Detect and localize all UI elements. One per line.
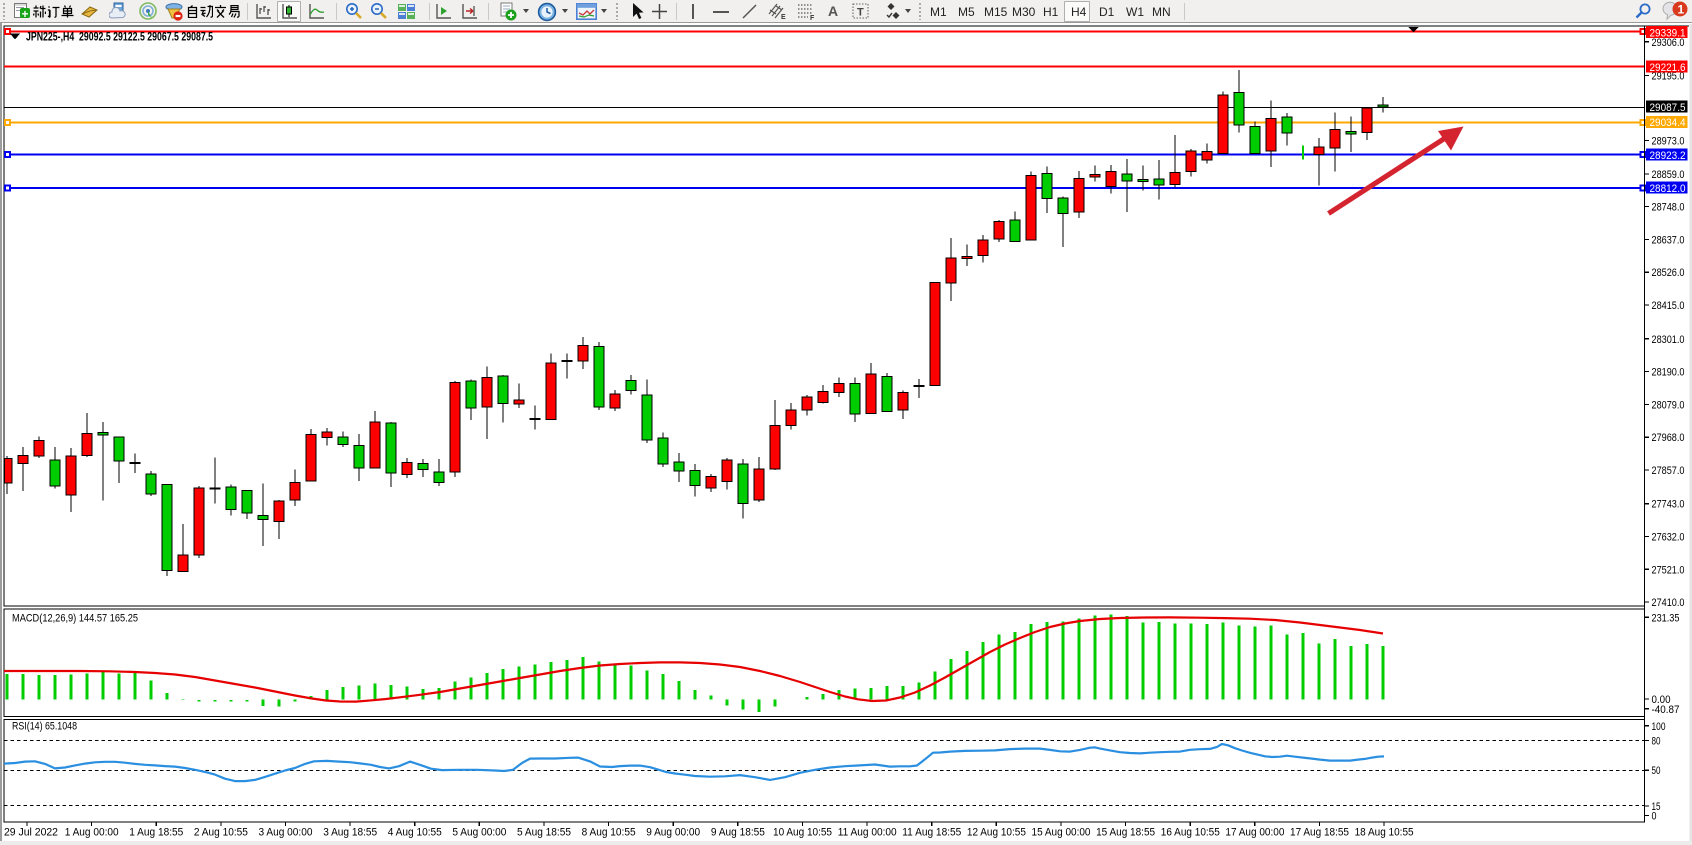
svg-text:9 Aug 00:00: 9 Aug 00:00 xyxy=(646,827,700,839)
svg-text:1 Aug 18:55: 1 Aug 18:55 xyxy=(129,827,183,839)
svg-text:29034.4: 29034.4 xyxy=(1650,117,1686,129)
svg-text:2 Aug 10:55: 2 Aug 10:55 xyxy=(194,827,248,839)
svg-text:17 Aug 00:00: 17 Aug 00:00 xyxy=(1225,827,1284,839)
svg-text:29195.0: 29195.0 xyxy=(1652,71,1685,83)
svg-text:0: 0 xyxy=(1652,811,1657,823)
svg-text:27632.0: 27632.0 xyxy=(1652,532,1685,544)
svg-text:5 Aug 00:00: 5 Aug 00:00 xyxy=(452,827,506,839)
svg-text:T: T xyxy=(857,7,864,19)
svg-text:0.00: 0.00 xyxy=(1652,694,1671,706)
svg-text:5 Aug 18:55: 5 Aug 18:55 xyxy=(517,827,571,839)
svg-text:JPN225-,H4 29092.5 29122.5 29: JPN225-,H4 29092.5 29122.5 29067.5 29087… xyxy=(26,32,213,44)
svg-text:29087.5: 29087.5 xyxy=(1650,102,1686,114)
svg-text:8 Aug 10:55: 8 Aug 10:55 xyxy=(582,827,636,839)
svg-text:29221.6: 29221.6 xyxy=(1650,62,1686,74)
svg-text:28190.0: 28190.0 xyxy=(1652,367,1685,379)
svg-text:28415.0: 28415.0 xyxy=(1652,300,1685,312)
svg-text:50: 50 xyxy=(1652,765,1661,777)
svg-text:29 Jul 2022: 29 Jul 2022 xyxy=(4,827,58,839)
svg-text:27968.0: 27968.0 xyxy=(1652,432,1685,444)
svg-text:80: 80 xyxy=(1652,735,1661,747)
svg-text:100: 100 xyxy=(1652,721,1666,733)
svg-text:27521.0: 27521.0 xyxy=(1652,564,1685,576)
svg-text:MACD(12,26,9) 144.57 165.25: MACD(12,26,9) 144.57 165.25 xyxy=(12,613,138,625)
svg-text:1 Aug 00:00: 1 Aug 00:00 xyxy=(65,827,119,839)
svg-text:11 Aug 18:55: 11 Aug 18:55 xyxy=(902,827,961,839)
svg-text:28637.0: 28637.0 xyxy=(1652,234,1685,246)
svg-text:28301.0: 28301.0 xyxy=(1652,334,1685,346)
svg-text:RSI(14) 65.1048: RSI(14) 65.1048 xyxy=(12,721,77,733)
svg-text:18 Aug 10:55: 18 Aug 10:55 xyxy=(1355,827,1414,839)
svg-text:17 Aug 18:55: 17 Aug 18:55 xyxy=(1290,827,1349,839)
svg-text:3 Aug 00:00: 3 Aug 00:00 xyxy=(259,827,313,839)
svg-text:-40.87: -40.87 xyxy=(1652,704,1680,716)
svg-text:28923.2: 28923.2 xyxy=(1650,150,1686,162)
svg-text:15: 15 xyxy=(1652,801,1661,813)
svg-text:4 Aug 10:55: 4 Aug 10:55 xyxy=(388,827,442,839)
svg-text:15 Aug 18:55: 15 Aug 18:55 xyxy=(1096,827,1155,839)
svg-text:11 Aug 00:00: 11 Aug 00:00 xyxy=(838,827,897,839)
svg-text:E: E xyxy=(781,14,786,21)
svg-text:1: 1 xyxy=(1678,3,1685,17)
svg-text:F: F xyxy=(810,15,815,22)
svg-text:29339.1: 29339.1 xyxy=(1650,27,1686,39)
svg-text:16 Aug 10:55: 16 Aug 10:55 xyxy=(1161,827,1220,839)
svg-text:27410.0: 27410.0 xyxy=(1652,597,1685,609)
svg-text:28859.0: 28859.0 xyxy=(1652,169,1685,181)
svg-text:28079.0: 28079.0 xyxy=(1652,399,1685,411)
svg-text:27857.0: 27857.0 xyxy=(1652,465,1685,477)
svg-text:9 Aug 18:55: 9 Aug 18:55 xyxy=(711,827,765,839)
svg-text:12 Aug 10:55: 12 Aug 10:55 xyxy=(967,827,1026,839)
svg-text:231.35: 231.35 xyxy=(1652,612,1680,624)
svg-text:28812.0: 28812.0 xyxy=(1650,183,1686,195)
svg-text:3 Aug 18:55: 3 Aug 18:55 xyxy=(323,827,377,839)
svg-text:28973.0: 28973.0 xyxy=(1652,136,1685,148)
svg-text:28748.0: 28748.0 xyxy=(1652,202,1685,214)
svg-text:28526.0: 28526.0 xyxy=(1652,267,1685,279)
svg-text:27743.0: 27743.0 xyxy=(1652,499,1685,511)
svg-text:10 Aug 10:55: 10 Aug 10:55 xyxy=(773,827,832,839)
svg-text:15 Aug 00:00: 15 Aug 00:00 xyxy=(1032,827,1091,839)
svg-text:29306.0: 29306.0 xyxy=(1652,37,1685,49)
